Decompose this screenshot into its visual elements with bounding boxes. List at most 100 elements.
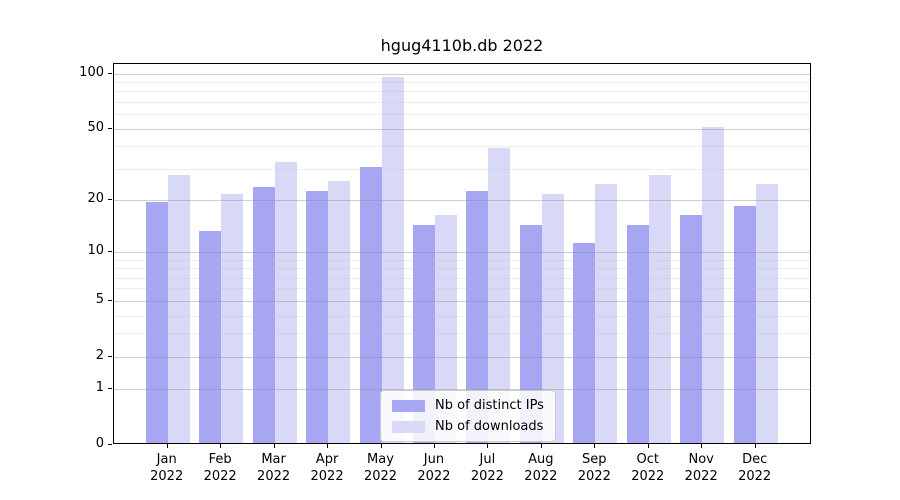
x-tick-label-aug: Aug 2022 (511, 451, 571, 485)
x-tick-label-feb: Feb 2022 (190, 451, 250, 485)
bar-ips-mar (252, 187, 275, 443)
x-tick-label-may: May 2022 (351, 451, 411, 485)
chart-title: hgug4110b.db 2022 (380, 36, 544, 55)
grid-layer (114, 64, 810, 443)
bar-downloads-feb (221, 194, 244, 443)
x-tick-aug (540, 444, 542, 448)
y-tick-label-2: 2 (95, 347, 104, 363)
bar-downloads-sep (595, 184, 618, 443)
bar-ips-apr (306, 190, 329, 443)
legend-swatch-distinct-ips (392, 399, 425, 412)
bar-ips-jun (412, 225, 435, 443)
bar-downloads-jun (434, 215, 457, 443)
x-year-apr: 2022 (310, 469, 344, 484)
x-month-may: May (367, 452, 394, 467)
x-year-mar: 2022 (257, 469, 291, 484)
major-gridline-5 (114, 300, 810, 302)
x-tick-apr (327, 444, 329, 448)
x-month-nov: Nov (688, 452, 714, 467)
plot-area (113, 63, 811, 444)
x-tick-dec (754, 444, 756, 448)
x-tick-label-jun: Jun 2022 (404, 451, 464, 485)
x-tick-jul (487, 444, 489, 448)
major-gridline-1 (114, 389, 810, 391)
x-month-feb: Feb (208, 452, 232, 467)
x-month-aug: Aug (528, 452, 554, 467)
minor-gridline-3 (114, 333, 810, 335)
legend-label-downloads: Nb of downloads (435, 419, 544, 434)
bar-downloads-oct (648, 174, 671, 443)
y-tick-50 (108, 127, 112, 129)
x-year-may: 2022 (363, 469, 398, 484)
y-tick-label-50: 50 (87, 119, 104, 135)
y-tick-10 (108, 251, 112, 253)
minor-gridline-80 (114, 91, 810, 93)
y-tick-20 (108, 199, 112, 201)
x-tick-nov (701, 444, 703, 448)
bar-ips-dec (733, 206, 756, 443)
x-year-nov: 2022 (684, 469, 718, 484)
y-tick-label-0: 0 (95, 436, 104, 451)
minor-gridline-9 (114, 259, 810, 261)
y-tick-2 (108, 355, 112, 357)
x-month-dec: Dec (742, 452, 768, 467)
bar-downloads-dec (755, 184, 778, 443)
major-gridline-20 (114, 200, 810, 202)
y-tick-label-20: 20 (87, 191, 104, 207)
x-tick-label-jan: Jan 2022 (137, 451, 197, 485)
bar-ips-may (359, 166, 382, 443)
x-year-sep: 2022 (577, 469, 611, 484)
bar-downloads-nov (702, 126, 725, 443)
x-year-feb: 2022 (203, 469, 237, 484)
x-tick-feb (220, 444, 222, 448)
legend-swatch-downloads (392, 420, 425, 433)
bar-ips-aug (519, 225, 542, 443)
x-tick-mar (273, 444, 275, 448)
x-year-jan: 2022 (150, 469, 184, 484)
x-tick-oct (647, 444, 649, 448)
bar-ips-jul (466, 190, 489, 443)
bar-downloads-apr (328, 180, 351, 443)
minor-gridline-7 (114, 277, 810, 279)
legend: Nb of distinct IPs Nb of downloads (380, 390, 556, 442)
x-tick-sep (594, 444, 596, 448)
x-year-dec: 2022 (738, 469, 772, 484)
x-year-aug: 2022 (524, 469, 558, 484)
minor-gridline-30 (114, 168, 810, 170)
y-tick-1 (108, 388, 112, 390)
bar-downloads-jan (167, 174, 190, 443)
y-tick-label-10: 10 (87, 243, 104, 259)
y-tick-label-1: 1 (95, 380, 104, 396)
x-month-sep: Sep (582, 452, 607, 467)
x-tick-label-apr: Apr 2022 (297, 451, 357, 485)
x-tick-label-mar: Mar 2022 (244, 451, 304, 485)
x-tick-label-nov: Nov 2022 (671, 451, 731, 485)
bar-downloads-mar (274, 161, 297, 443)
bar-downloads-may (381, 76, 404, 443)
y-tick-label-5: 5 (95, 291, 104, 307)
y-tick-100 (108, 72, 112, 74)
bar-ips-oct (626, 225, 649, 443)
minor-gridline-4 (114, 315, 810, 317)
x-year-jun: 2022 (417, 469, 451, 484)
minor-gridline-60 (114, 114, 810, 116)
x-tick-label-dec: Dec 2022 (725, 451, 785, 485)
x-tick-jun (433, 444, 435, 448)
bar-ips-jan (145, 202, 168, 443)
minor-gridline-40 (114, 146, 810, 148)
major-gridline-10 (114, 252, 810, 254)
x-month-apr: Apr (315, 452, 339, 467)
x-tick-may (380, 444, 382, 448)
bar-ips-feb (199, 230, 222, 443)
minor-gridline-90 (114, 82, 810, 84)
x-month-jul: Jul (479, 452, 496, 467)
legend-label-distinct-ips: Nb of distinct IPs (435, 398, 544, 413)
major-gridline-100 (114, 73, 810, 75)
x-month-jan: Jan (156, 452, 177, 467)
x-tick-label-oct: Oct 2022 (618, 451, 678, 485)
x-month-oct: Oct (636, 452, 659, 467)
bar-downloads-jul (488, 148, 511, 443)
x-tick-label-jul: Jul 2022 (457, 451, 517, 485)
bar-ips-nov (680, 215, 703, 443)
